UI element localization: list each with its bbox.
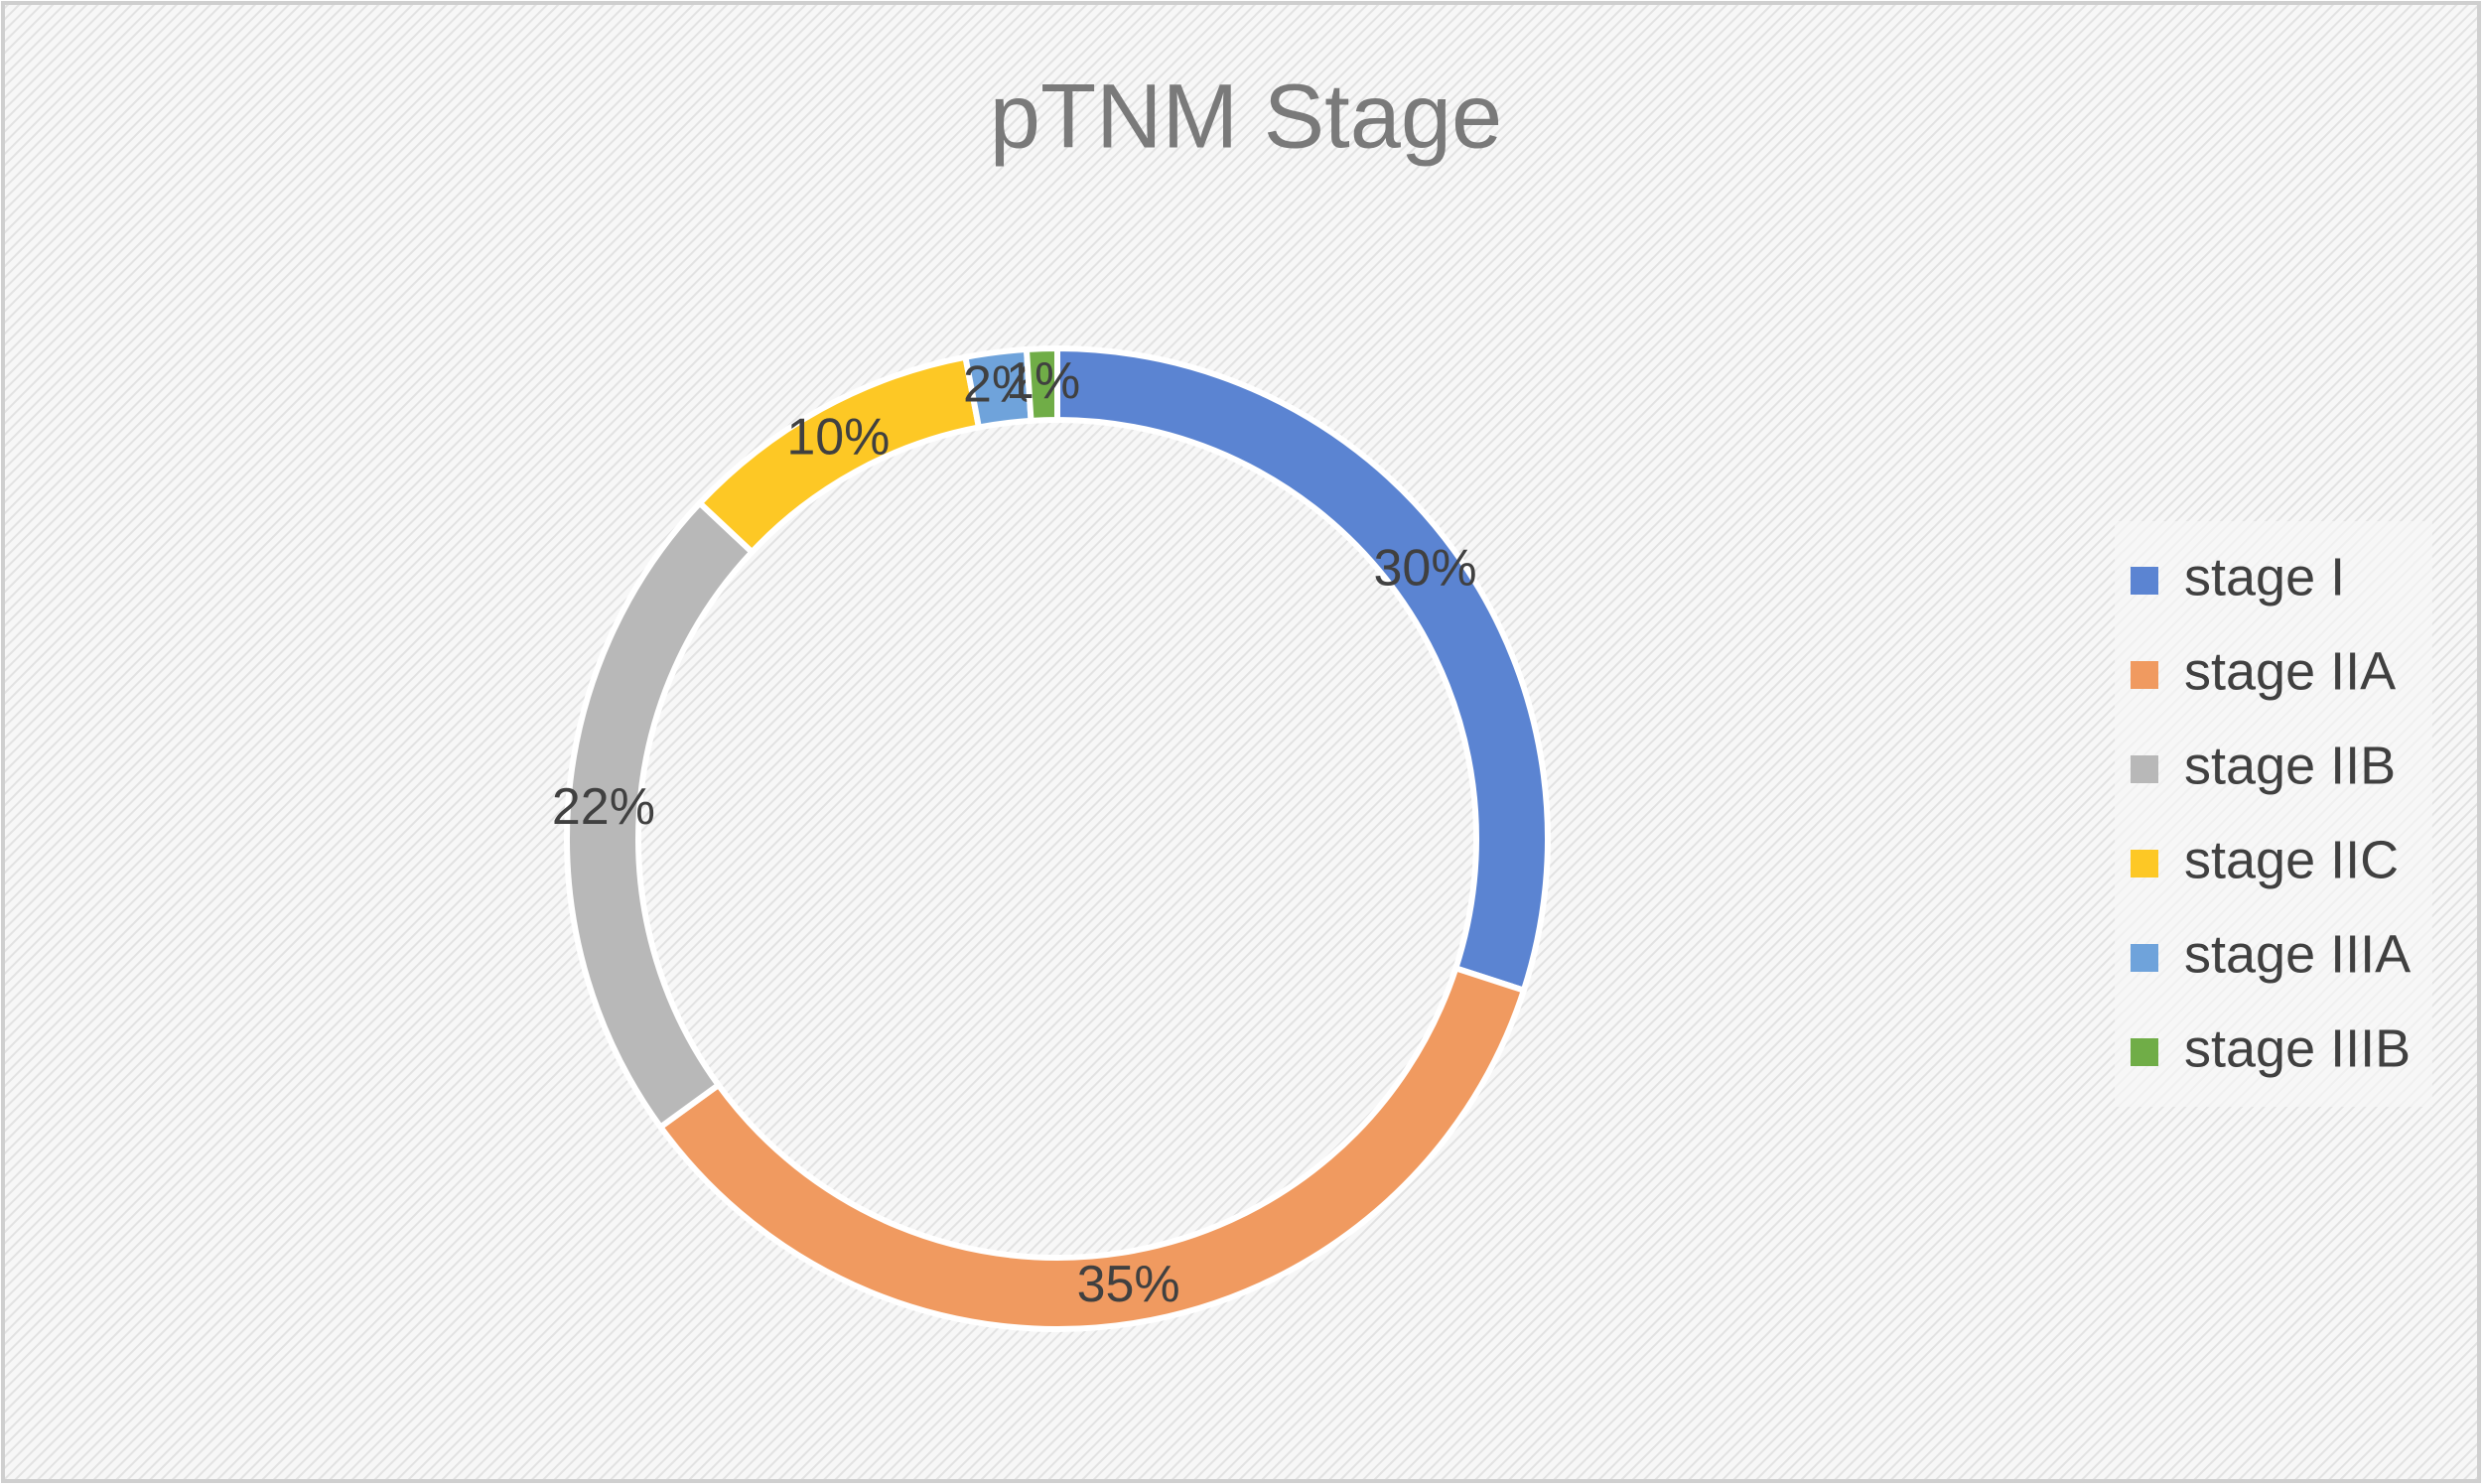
legend-swatch — [2131, 755, 2158, 783]
data-label: 35% — [1077, 1256, 1180, 1313]
data-label: 10% — [786, 408, 890, 466]
legend-swatch — [2131, 567, 2158, 595]
legend-label: stage IIIB — [2184, 1018, 2411, 1078]
legend-label: stage I — [2184, 547, 2345, 607]
legend-swatch — [2131, 850, 2158, 877]
legend-swatch — [2131, 944, 2158, 972]
legend-label: stage IIIA — [2184, 924, 2411, 984]
legend-label: stage IIA — [2184, 641, 2396, 701]
legend-box — [2115, 521, 2432, 1107]
data-label: 22% — [552, 778, 655, 836]
legend-label: stage IIB — [2184, 736, 2396, 795]
chart-title: pTNM Stage — [990, 66, 1502, 167]
legend-swatch — [2131, 661, 2158, 689]
data-label: 1% — [1006, 352, 1080, 410]
legend-swatch — [2131, 1038, 2158, 1066]
data-label: 30% — [1373, 540, 1476, 598]
legend-label: stage IIC — [2184, 830, 2399, 889]
donut-slice — [1023, 344, 1060, 425]
